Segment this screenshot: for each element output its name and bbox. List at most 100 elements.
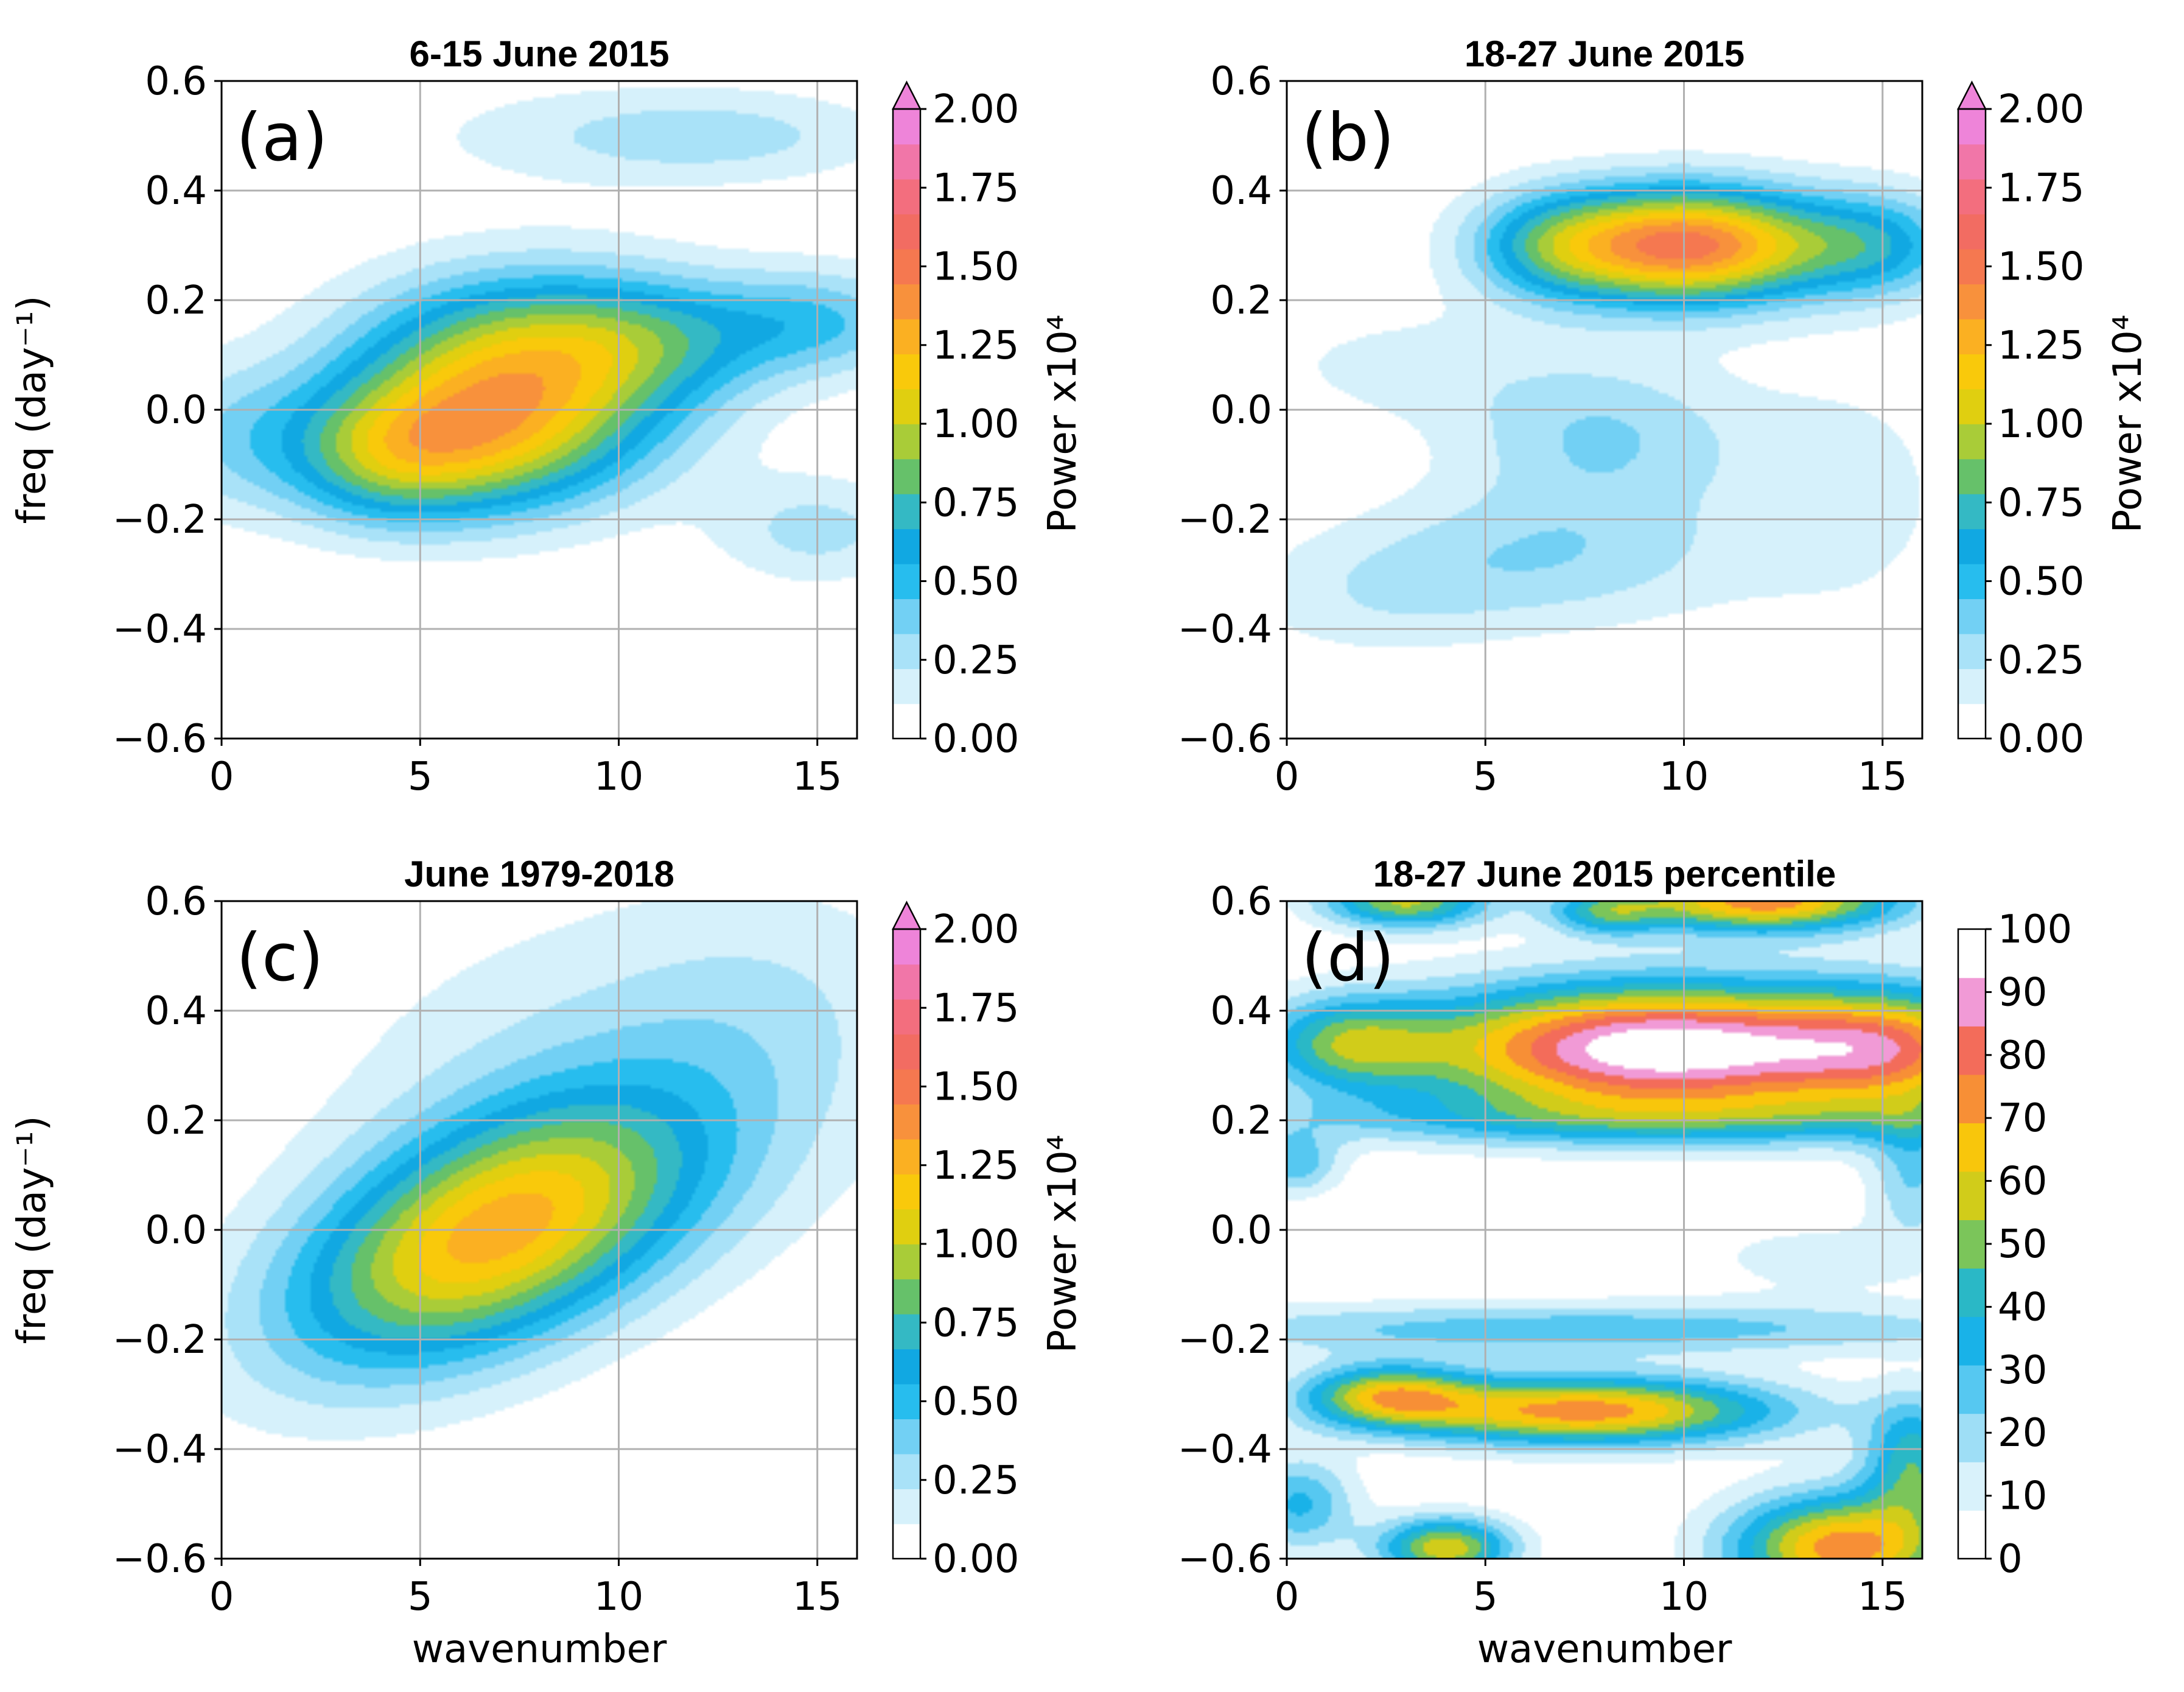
y-tick-label: −0.2 xyxy=(113,497,207,542)
colorbar-segment xyxy=(893,1104,920,1140)
y-tick-label: −0.4 xyxy=(1178,607,1272,652)
x-tick-label: 15 xyxy=(1858,754,1907,799)
colorbar-segment xyxy=(1958,493,1986,530)
colorbar-segment xyxy=(1958,1316,1986,1366)
colorbar-tick-label: 40 xyxy=(1998,1285,2047,1330)
y-tick-label: 0.2 xyxy=(145,278,207,323)
colorbar-tick-label: 0.50 xyxy=(1998,560,2085,605)
y-tick-label: −0.6 xyxy=(113,1537,207,1582)
colorbar-segment xyxy=(893,1139,920,1174)
colorbar-tick-label: 1.75 xyxy=(1998,166,2085,211)
panel-label: (c) xyxy=(236,920,324,996)
y-tick-label: 0.6 xyxy=(145,879,207,924)
colorbar-tick-label: 50 xyxy=(1998,1222,2047,1267)
x-tick-label: 5 xyxy=(408,1574,433,1620)
colorbar-tick-label: 1.25 xyxy=(1998,323,2085,368)
colorbar-segment xyxy=(893,388,920,424)
panel-a: 0 5 10 15 −0.6 −0.4 −0.2 0.0 0.2 0.4 0.6 6-15 June … xyxy=(10,33,1085,799)
x-tick-label: 15 xyxy=(1858,1574,1907,1620)
colorbar-segment xyxy=(893,424,920,460)
colorbar-tick-label: 1.50 xyxy=(933,245,1020,290)
colorbar-segment xyxy=(893,929,920,965)
colorbar-segment xyxy=(893,563,920,600)
colorbar-tick-label: 1.25 xyxy=(933,323,1020,368)
panel-label: (d) xyxy=(1301,920,1395,996)
y-tick-label: −0.6 xyxy=(1178,1537,1272,1582)
y-axis-label: freq (day⁻¹) xyxy=(10,1116,55,1344)
colorbar-segment xyxy=(893,493,920,530)
colorbar-segment xyxy=(893,284,920,320)
colorbar-segment xyxy=(893,1174,920,1210)
colorbar-segment xyxy=(1958,633,1986,669)
x-tick-label: 0 xyxy=(1275,754,1300,799)
colorbar-segment xyxy=(1958,703,1986,739)
x-tick-label: 5 xyxy=(1473,1574,1498,1620)
x-axis-label: wavenumber xyxy=(412,1627,667,1672)
panel-title: 6-15 June 2015 xyxy=(410,33,670,74)
colorbar-segment xyxy=(1958,458,1986,494)
colorbar-segment xyxy=(1958,424,1986,460)
colorbar-tick-label: 0.75 xyxy=(1998,480,2085,525)
colorbar-segment xyxy=(1958,1510,1986,1559)
y-tick-label: −0.4 xyxy=(113,607,207,652)
colorbar-tick-label: 1.50 xyxy=(1998,245,2085,290)
x-tick-label: 0 xyxy=(209,754,234,799)
y-tick-label: 0.4 xyxy=(1210,169,1272,214)
colorbar-tick-label: 0.00 xyxy=(1998,717,2085,762)
colorbar-tick-label: 1.00 xyxy=(933,402,1020,447)
colorbar-tick-label: 1.00 xyxy=(933,1222,1020,1267)
y-tick-label: −0.4 xyxy=(113,1427,207,1472)
colorbar-tick-label: 0.25 xyxy=(933,638,1020,683)
y-tick-label: 0.4 xyxy=(145,989,207,1034)
colorbar-tick-label: 0.50 xyxy=(933,1380,1020,1425)
x-tick-label: 15 xyxy=(793,754,842,799)
colorbar-segment xyxy=(893,144,920,180)
colorbar-segment xyxy=(893,1279,920,1315)
colorbar-segment xyxy=(893,633,920,669)
x-tick-label: 10 xyxy=(594,754,643,799)
colorbar-segment xyxy=(893,458,920,494)
colorbar-tick-label: 0.75 xyxy=(933,1301,1020,1346)
colorbar-segment xyxy=(893,1034,920,1070)
colorbar-label: Power x10⁴ xyxy=(2105,315,2151,533)
colorbar-segment xyxy=(1958,1220,1986,1269)
colorbar-segment xyxy=(1958,318,1986,354)
colorbar-tick-label: 2.00 xyxy=(933,87,1020,132)
panel-label: (a) xyxy=(236,100,327,176)
colorbar-tick-label: 1.75 xyxy=(933,986,1020,1031)
colorbar-label: Power x10⁴ xyxy=(1040,1135,1085,1353)
colorbar-segment xyxy=(893,1209,920,1244)
panel-b: 0 5 10 15 −0.6 −0.4 −0.2 0.0 0.2 0.4 0.6 18-27 June… xyxy=(1178,33,2151,799)
colorbar-tick-label: 80 xyxy=(1998,1033,2047,1078)
x-tick-label: 10 xyxy=(594,1574,643,1620)
y-tick-label: −0.2 xyxy=(1178,1318,1272,1363)
colorbar-segment xyxy=(1958,1026,1986,1075)
colorbar-tick-label: 10 xyxy=(1998,1474,2047,1519)
colorbar-tick-label: 30 xyxy=(1998,1348,2047,1393)
x-tick-label: 15 xyxy=(793,1574,842,1620)
colorbar-segment xyxy=(893,109,920,145)
panel-d: 0 5 10 15 −0.6 −0.4 −0.2 0.0 0.2 0.4 0.6 18-27 June… xyxy=(1178,854,2073,1672)
colorbar-segment xyxy=(1958,388,1986,424)
colorbar-segment xyxy=(893,1453,920,1489)
colorbar-segment xyxy=(1958,284,1986,320)
colorbar-segment xyxy=(1958,1123,1986,1172)
colorbar-segment xyxy=(1958,599,1986,634)
y-tick-label: 0.2 xyxy=(145,1098,207,1143)
panel-title: June 1979-2018 xyxy=(404,854,674,894)
x-axis-label: wavenumber xyxy=(1477,1627,1732,1672)
colorbar-segment xyxy=(1958,563,1986,600)
colorbar-segment xyxy=(1958,929,1986,978)
colorbar-label: Power x10⁴ xyxy=(1040,315,1085,533)
colorbar-extend-arrow xyxy=(891,900,922,930)
colorbar-segment xyxy=(893,1383,920,1420)
colorbar-segment xyxy=(1958,354,1986,390)
y-tick-label: 0.0 xyxy=(1210,1208,1272,1253)
colorbar-segment xyxy=(893,1489,920,1525)
colorbar-segment xyxy=(893,248,920,285)
y-tick-label: 0.4 xyxy=(1210,989,1272,1034)
colorbar-tick-label: 2.00 xyxy=(933,907,1020,952)
colorbar-tick-label: 0.50 xyxy=(933,560,1020,605)
y-tick-label: 0.6 xyxy=(145,59,207,104)
x-tick-label: 5 xyxy=(408,754,433,799)
